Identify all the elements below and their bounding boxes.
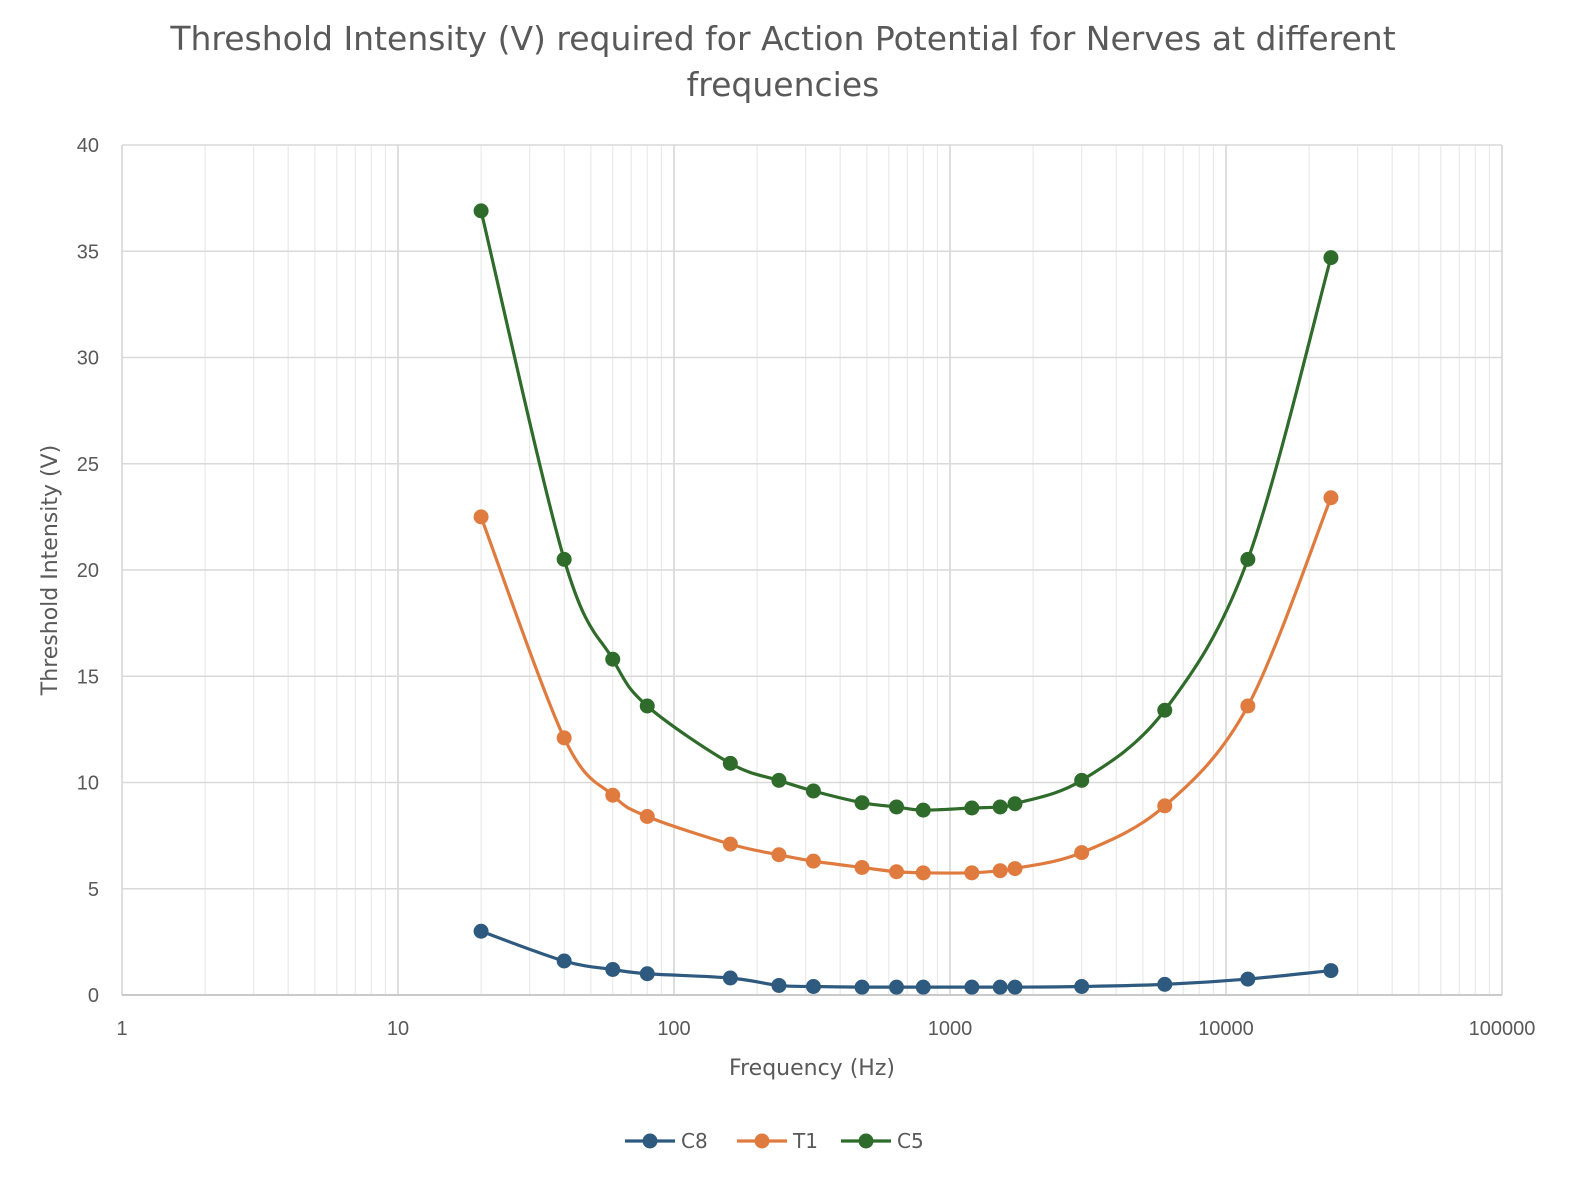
data-point-c5 [1074, 772, 1090, 788]
data-point-c8 [473, 923, 489, 939]
data-point-c5 [854, 795, 870, 811]
data-point-t1 [639, 809, 655, 824]
data-point-t1 [964, 865, 980, 881]
data-point-t1 [805, 853, 821, 869]
series-line-t1 [479, 496, 1333, 875]
data-point-c8 [556, 953, 572, 969]
data-point-c8 [1240, 971, 1256, 987]
y-tick-label: 15 [77, 666, 99, 688]
chart-title-line: frequencies [687, 65, 880, 104]
data-point-c5 [722, 755, 738, 771]
data-point-c8 [1157, 976, 1173, 992]
data-point-t1 [473, 509, 489, 525]
series-line-c8 [479, 929, 1333, 989]
data-point-c5 [473, 203, 489, 219]
legend-marker-t1 [754, 1133, 770, 1149]
y-tick-label: 0 [88, 985, 99, 1007]
legend-item-c5: C5 [841, 1129, 924, 1153]
series-t1 [473, 490, 1339, 881]
data-point-c5 [1240, 551, 1256, 567]
y-tick-label: 30 [77, 348, 99, 370]
x-tick-label: 1000 [928, 1018, 973, 1040]
data-point-t1 [915, 865, 931, 881]
y-tick-label: 5 [88, 879, 99, 901]
chart-title-line: Threshold Intensity (V) required for Act… [169, 19, 1395, 58]
data-point-c8 [1074, 979, 1090, 994]
x-tick-label: 10 [387, 1018, 409, 1040]
y-tick-label: 35 [77, 241, 99, 263]
chart-title: Threshold Intensity (V) required for Act… [169, 19, 1395, 104]
data-point-t1 [771, 847, 787, 863]
data-point-c8 [722, 970, 738, 986]
y-tick-label: 20 [77, 560, 99, 582]
legend: C8 T1 C5 [625, 1129, 924, 1153]
data-point-c5 [915, 802, 931, 818]
data-point-c8 [1323, 963, 1339, 979]
data-point-c5 [1007, 796, 1023, 812]
data-point-c5 [889, 799, 905, 815]
series-layer [473, 203, 1339, 995]
data-point-c8 [964, 979, 980, 995]
y-tick-label: 40 [77, 135, 99, 157]
data-point-c5 [992, 799, 1008, 815]
x-tick-label: 100000 [1469, 1018, 1536, 1040]
x-axis-title: Frequency (Hz) [729, 1056, 895, 1081]
legend-label-c5: C5 [897, 1129, 924, 1153]
data-point-c8 [805, 979, 821, 994]
legend-item-c8: C8 [625, 1129, 708, 1153]
legend-marker-c8 [642, 1133, 658, 1149]
data-point-c5 [1157, 702, 1173, 718]
legend-label-c8: C8 [681, 1129, 708, 1153]
data-point-c5 [556, 551, 572, 567]
legend-marker-c5 [858, 1133, 874, 1149]
data-point-c8 [1007, 979, 1023, 995]
data-point-t1 [722, 836, 738, 852]
data-point-t1 [556, 730, 572, 746]
legend-item-t1: T1 [737, 1129, 818, 1153]
data-point-c5 [964, 800, 980, 816]
data-point-t1 [1074, 845, 1090, 861]
data-point-t1 [1323, 490, 1339, 506]
x-tick-label: 10000 [1198, 1018, 1254, 1040]
x-tick-label: 1 [116, 1018, 127, 1040]
data-point-c8 [771, 977, 787, 993]
data-point-t1 [1240, 698, 1256, 714]
data-point-c8 [889, 979, 905, 995]
data-point-c5 [605, 651, 621, 667]
data-point-c5 [1323, 250, 1339, 266]
data-point-t1 [605, 787, 621, 803]
y-tick-label: 10 [77, 773, 99, 795]
data-point-t1 [1157, 798, 1173, 814]
legend-label-t1: T1 [792, 1129, 818, 1153]
data-point-c5 [639, 698, 655, 714]
y-tick-label: 25 [77, 454, 99, 476]
series-line-c5 [479, 209, 1333, 812]
y-axis-title: Threshold Intensity (V) [38, 445, 63, 696]
data-point-c5 [771, 772, 787, 788]
data-point-t1 [889, 864, 905, 880]
data-point-t1 [854, 860, 870, 875]
data-point-c8 [639, 966, 655, 982]
data-point-c8 [992, 979, 1008, 995]
data-point-c8 [854, 979, 870, 995]
x-tick-label: 100 [657, 1018, 690, 1040]
series-c5 [473, 203, 1339, 818]
data-point-c5 [805, 783, 821, 799]
data-point-t1 [992, 863, 1008, 879]
data-point-c8 [605, 962, 621, 977]
series-c8 [473, 923, 1339, 995]
axes: 0 5 10 15 20 25 30 35 40 1 10 100 1000 10000 100000 Fre… [38, 135, 1535, 1081]
data-point-c8 [915, 979, 931, 995]
data-point-t1 [1007, 861, 1023, 877]
